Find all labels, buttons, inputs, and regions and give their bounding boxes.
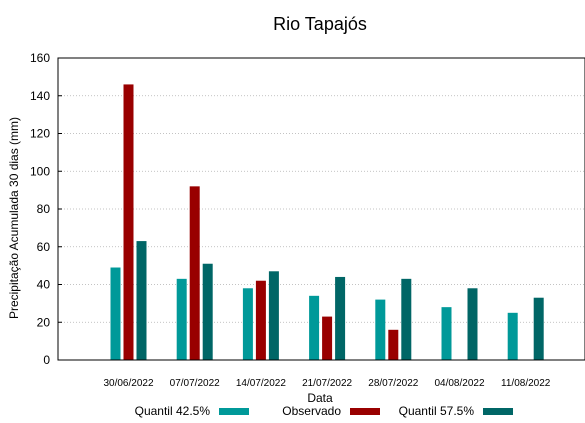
y-tick-label: 160	[30, 51, 50, 65]
y-axis-label: Precipitação Acumulada 30 dias (mm)	[7, 117, 21, 319]
bar-quantil-42-5	[309, 295, 320, 360]
y-tick-label: 40	[37, 278, 51, 292]
bar-quantil-57-5	[202, 263, 213, 360]
x-tick-label: 04/08/2022	[434, 378, 484, 389]
legend-label: Quantil 42.5%	[135, 404, 211, 418]
legend-label: Quantil 57.5%	[399, 404, 475, 418]
bar-quantil-42-5	[375, 299, 386, 360]
legend-swatch	[350, 408, 380, 415]
y-tick-label: 100	[30, 164, 50, 178]
x-axis-label: Data	[307, 391, 333, 405]
legend-swatch	[483, 408, 513, 415]
bar-observado	[123, 84, 134, 361]
bar-quantil-57-5	[136, 241, 147, 360]
bars	[110, 84, 544, 361]
x-tick-label: 30/06/2022	[103, 378, 153, 389]
y-tick-label: 80	[37, 202, 51, 216]
bar-observado	[388, 329, 399, 360]
bar-observado	[189, 186, 200, 360]
y-axis-ticks: 0 20 40 60 80 100 120 140 160	[30, 51, 62, 367]
y-tick-label: 120	[30, 127, 50, 141]
y-tick-label: 0	[43, 353, 50, 367]
bar-quantil-42-5	[110, 267, 121, 360]
y-tick-label: 140	[30, 89, 50, 103]
legend-label: Observado	[282, 404, 341, 418]
legend-swatch	[219, 408, 249, 415]
bar-quantil-42-5	[441, 307, 452, 360]
bar-observado	[322, 316, 333, 360]
bar-quantil-57-5	[533, 297, 544, 360]
y-tick-label: 60	[37, 240, 51, 254]
x-tick-label: 11/08/2022	[501, 378, 551, 389]
x-tick-label: 28/07/2022	[368, 378, 418, 389]
bar-quantil-42-5	[176, 278, 187, 360]
bar-quantil-42-5	[507, 312, 518, 360]
bar-quantil-57-5	[401, 278, 412, 360]
bar-quantil-57-5	[268, 271, 279, 360]
y-tick-label: 20	[37, 315, 51, 329]
bar-observado	[255, 280, 266, 360]
x-tick-label: 07/07/2022	[170, 378, 220, 389]
x-tick-label: 21/07/2022	[302, 378, 352, 389]
bar-quantil-42-5	[242, 288, 253, 360]
x-tick-label: 14/07/2022	[236, 378, 286, 389]
bar-quantil-57-5	[467, 288, 478, 360]
chart-title: Rio Tapajós	[273, 14, 367, 34]
legend: Quantil 42.5% Observado Quantil 57.5%	[135, 404, 513, 418]
bar-quantil-57-5	[335, 276, 346, 360]
x-axis-ticks: 30/06/2022 07/07/2022 14/07/2022 21/07/2022…	[103, 378, 550, 389]
